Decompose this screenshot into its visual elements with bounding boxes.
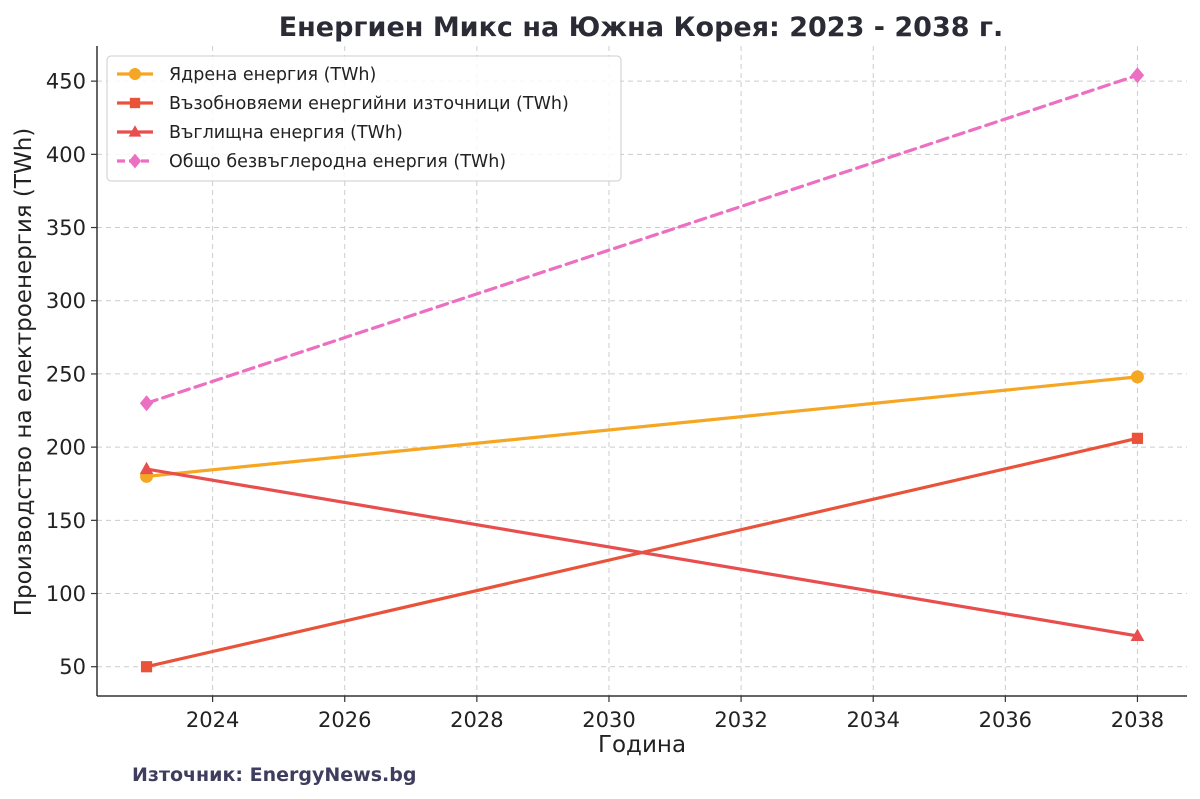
- axes: 2024 2026 2028 2030 2032 2034 2036 2038 50 100 150…: [46, 46, 1187, 732]
- chart-title: Енергиен Микс на Южна Корея: 2023 - 2038…: [279, 12, 1004, 43]
- legend-label: Възобновяеми енергийни източници (TWh): [169, 94, 569, 114]
- series-3: [139, 461, 1145, 641]
- y-tick-label: 150: [46, 509, 86, 533]
- x-tick-label: 2028: [450, 708, 503, 732]
- y-tick-label: 50: [59, 655, 86, 679]
- x-axis-label: Година: [598, 732, 686, 758]
- legend-label: Въглищна енергия (TWh): [169, 123, 403, 143]
- legend: Ядрена енергия (TWh) Възобновяеми енергий…: [106, 55, 622, 182]
- y-tick-label: 200: [46, 436, 86, 460]
- x-tick-label: 2032: [714, 708, 767, 732]
- series-line: [144, 467, 1140, 638]
- data-point-marker: [1130, 67, 1145, 84]
- y-tick-label: 300: [46, 289, 86, 313]
- data-point-marker: [139, 461, 154, 475]
- series-4: [139, 67, 1145, 412]
- x-tick-label: 2026: [318, 708, 371, 732]
- series-line: [144, 375, 1140, 479]
- source-note: Източник: EnergyNews.bg: [132, 764, 416, 786]
- data-point-marker: [140, 661, 153, 673]
- series-lines: [139, 67, 1145, 673]
- legend-item: Въглищна енергия (TWh): [117, 123, 403, 143]
- legend-label: Ядрена енергия (TWh): [169, 65, 376, 85]
- y-tick-label: 350: [46, 216, 86, 240]
- legend-swatch-marker: [129, 68, 141, 80]
- x-tick-label: 2030: [582, 708, 635, 732]
- legend-swatch-marker: [129, 97, 141, 109]
- series-1: [140, 370, 1144, 483]
- y-tick-label: 400: [46, 143, 86, 167]
- x-tick-label: 2024: [186, 708, 239, 732]
- y-tick-label: 100: [46, 582, 86, 606]
- series-line: [144, 73, 1140, 405]
- legend-box: [106, 55, 622, 182]
- legend-swatch-marker: [128, 125, 142, 137]
- x-tick-label: 2036: [979, 708, 1032, 732]
- y-tick-label: 250: [46, 362, 86, 386]
- legend-item: Възобновяеми енергийни източници (TWh): [117, 94, 569, 114]
- data-point-marker: [1130, 628, 1145, 641]
- legend-item: Ядрена енергия (TWh): [117, 65, 376, 85]
- legend-label: Общо безвъглеродна енергия (TWh): [169, 152, 506, 172]
- data-point-marker: [1130, 370, 1144, 384]
- legend-item: Общо безвъглеродна енергия (TWh): [117, 152, 506, 172]
- y-axis-label: Производство на електроенергия (TWh): [11, 128, 37, 617]
- data-point-marker: [139, 395, 154, 412]
- x-tick-label: 2038: [1111, 708, 1164, 732]
- y-tick-label: 450: [46, 70, 86, 94]
- data-point-marker: [1131, 432, 1144, 444]
- legend-swatch-marker: [128, 153, 142, 169]
- x-tick-label: 2034: [846, 708, 899, 732]
